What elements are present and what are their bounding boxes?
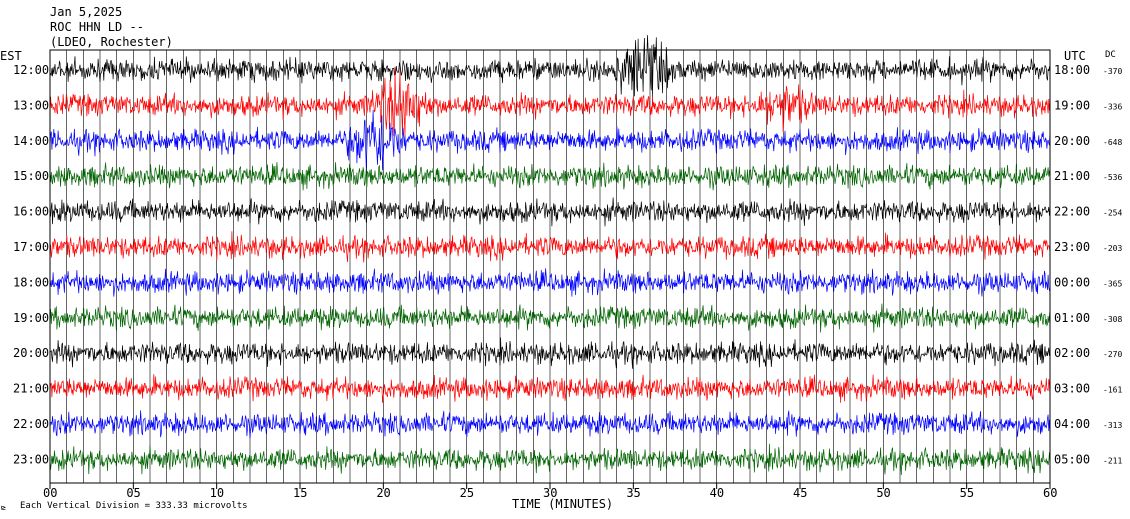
utc-axis-label: UTC [1064,49,1086,63]
trace-row-1800 [49,268,1051,297]
x-tick-label: 25 [460,486,474,500]
utc-label: 05:00 [1054,452,1090,466]
est-label: 20:00 [13,346,49,360]
x-tick-label: 05 [126,486,140,500]
x-tick-label: 50 [876,486,890,500]
minute-grid [49,50,1051,483]
dc-value: -270 [1103,350,1122,359]
x-axis-ticks: 00 05 10 15 20 25 30 35 40 45 50 55 60 [43,483,1057,500]
x-tick-label: 30 [543,486,557,500]
utc-label: 23:00 [1054,240,1090,254]
est-label: 18:00 [13,275,49,289]
x-tick-label: 10 [210,486,224,500]
utc-label: 22:00 [1054,205,1090,219]
est-label: 15:00 [13,169,49,183]
x-tick-label: 35 [626,486,640,500]
scale-note: Each Vertical Division = 333.33 microvol… [20,501,248,511]
x-tick-label: 60 [1043,486,1057,500]
station-label: ROC HHN LD -- [50,20,144,34]
corner-mark: ⊵ [1,503,6,512]
trace-row-1600 [49,197,1051,227]
dc-value: -648 [1103,138,1122,147]
est-label: 12:00 [13,63,49,77]
est-label: 17:00 [13,240,49,254]
trace-layer [49,35,1051,476]
utc-label: 19:00 [1054,98,1090,112]
utc-label: 02:00 [1054,346,1090,360]
utc-label: 00:00 [1054,275,1090,289]
x-tick-label: 15 [293,486,307,500]
trace-row-1400 [49,109,1051,171]
est-label: 14:00 [13,134,49,148]
trace-row-1200 [49,35,1051,98]
dc-value: -536 [1103,173,1122,182]
x-tick-label: 20 [376,486,390,500]
utc-label: 20:00 [1054,134,1090,148]
dc-value: -203 [1103,244,1122,253]
trace-row-1900 [49,303,1051,333]
location-label: (LDEO, Rochester) [50,35,173,49]
dc-value: -161 [1103,386,1122,395]
est-label: 21:00 [13,382,49,396]
x-tick-label: 55 [960,486,974,500]
dc-value: -370 [1103,67,1122,76]
trace-row-2300 [49,443,1051,476]
trace-row-1700 [49,231,1051,263]
trace-row-2200 [49,410,1051,439]
dc-value: -336 [1103,102,1122,111]
row-labels: 12:00 18:00 -370 13:00 19:00 -336 14:00 20:00 -6… [13,63,1122,466]
est-label: 13:00 [13,98,49,112]
trace-row-1500 [49,162,1051,191]
dc-value: -308 [1103,315,1122,324]
utc-label: 01:00 [1054,311,1090,325]
trace-row-1300 [49,66,1051,137]
dc-label: DC [1105,50,1116,60]
utc-label: 04:00 [1054,417,1090,431]
dc-value: -365 [1103,279,1122,288]
est-label: 16:00 [13,205,49,219]
trace-row-2000 [49,337,1051,369]
x-tick-label: 45 [793,486,807,500]
x-tick-label: 40 [710,486,724,500]
dc-value: -313 [1103,421,1122,430]
utc-label: 21:00 [1054,169,1090,183]
est-label: 19:00 [13,311,49,325]
utc-label: 03:00 [1054,382,1090,396]
dc-value: -211 [1103,456,1122,465]
est-label: 23:00 [13,452,49,466]
est-axis-label: EST [0,49,22,63]
x-tick-label: 00 [43,486,57,500]
date-label: Jan 5,2025 [50,5,122,19]
utc-label: 18:00 [1054,63,1090,77]
x-axis-title: TIME (MINUTES) [512,497,613,511]
est-label: 22:00 [13,417,49,431]
dc-value: -254 [1103,209,1122,218]
trace-row-2100 [49,374,1051,403]
